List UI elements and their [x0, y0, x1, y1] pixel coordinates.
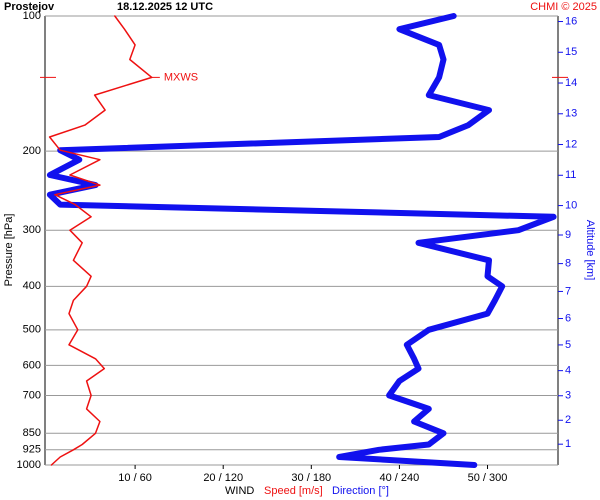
y2-tick-label: 2: [565, 414, 571, 426]
direction-line: [46, 13, 557, 468]
y2-tick-label: 10: [565, 199, 577, 211]
y2-axis-label: Altitude [km]: [584, 220, 596, 281]
y2-tick-label: 3: [565, 390, 571, 402]
y2-tick-label: 16: [565, 15, 577, 27]
x-tick-label: 20 / 120: [203, 472, 243, 484]
y2-tick-label: 15: [565, 46, 577, 58]
y-tick-label: 200: [23, 145, 41, 157]
y2-tick-label: 5: [565, 339, 571, 351]
credit: CHMI © 2025: [530, 1, 597, 13]
y2-tick-label: 9: [565, 229, 571, 241]
y2-tick-label: 6: [565, 312, 571, 324]
y2-tick-label: 14: [565, 77, 577, 89]
y-tick-label: 925: [23, 444, 41, 456]
y-tick-label: 850: [23, 427, 41, 439]
legend-direction: Direction [°]: [332, 485, 389, 497]
x-tick-label: 30 / 180: [291, 472, 331, 484]
x-tick-label: 50 / 300: [468, 472, 508, 484]
y2-tick-label: 4: [565, 365, 571, 377]
mxws-label: MXWS: [164, 71, 198, 83]
y-tick-label: 600: [23, 359, 41, 371]
y-tick-label: 1000: [17, 459, 41, 471]
speed-line: [48, 15, 153, 466]
y2-tick-label: 11: [565, 169, 576, 181]
y-tick-label: 400: [23, 280, 41, 292]
y2-tick-label: 7: [565, 285, 571, 297]
y-axis-label: Pressure [hPa]: [3, 214, 15, 287]
y-tick-label: 100: [23, 10, 41, 22]
legend-speed: Speed [m/s]: [264, 485, 323, 497]
y-tick-label: 700: [23, 389, 41, 401]
y-tick-label: 300: [23, 224, 41, 236]
x-axis-label: WIND: [225, 485, 254, 497]
y-tick-label: 500: [23, 324, 41, 336]
y2-tick-label: 1: [565, 438, 571, 450]
chart-subtitle: 18.12.2025 12 UTC: [117, 1, 213, 13]
y2-tick-label: 12: [565, 138, 577, 150]
chart-title: Prostejov: [4, 1, 55, 13]
x-tick-label: 10 / 60: [118, 472, 152, 484]
y2-tick-label: 13: [565, 108, 577, 120]
y2-tick-label: 8: [565, 258, 571, 270]
x-tick-label: 40 / 240: [380, 472, 420, 484]
